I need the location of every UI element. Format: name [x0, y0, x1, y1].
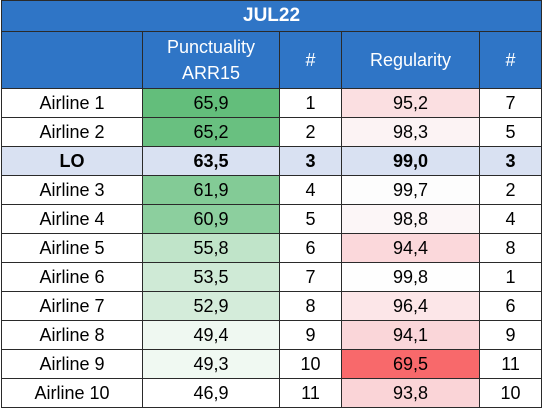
regularity-rank-cell: 11	[478, 349, 542, 379]
regularity-cell: 99,0	[341, 146, 480, 176]
regularity-cell: 98,3	[341, 117, 480, 147]
punctuality-cell: 65,9	[142, 88, 280, 118]
punctuality-rank-cell: 1	[279, 88, 342, 118]
regularity-rank-cell: 2	[478, 175, 542, 205]
punctuality-rank-cell: 6	[279, 233, 342, 263]
punctuality-cell: 46,9	[142, 378, 280, 408]
punctuality-rank-cell: 11	[279, 378, 342, 408]
regularity-rank-cell: 6	[478, 291, 542, 321]
airline-cell: Airline 9	[1, 349, 143, 379]
table-row: Airline 7 52,9 8 96,4 6	[1, 291, 542, 321]
table-row: Airline 5 55,8 6 94,4 8	[1, 233, 542, 263]
table-row: Airline 10 46,9 11 93,8 10	[1, 378, 542, 408]
punctuality-cell: 65,2	[142, 117, 280, 147]
airline-cell: Airline 8	[1, 320, 143, 350]
airline-cell: Airline 5	[1, 233, 143, 263]
airline-cell: Airline 1	[1, 88, 143, 118]
regularity-cell: 96,4	[341, 291, 480, 321]
regularity-cell: 98,8	[341, 204, 480, 234]
regularity-column-header: Regularity	[341, 31, 480, 89]
regularity-cell: 69,5	[341, 349, 480, 379]
punctuality-rank-cell: 7	[279, 262, 342, 292]
punctuality-header-line1: Punctuality	[166, 37, 256, 57]
punctuality-cell: 61,9	[142, 175, 280, 205]
punctuality-cell: 52,9	[142, 291, 280, 321]
table-row: Airline 9 49,3 10 69,5 11	[1, 349, 542, 379]
airline-cell: LO	[1, 146, 143, 176]
punctuality-rank-cell: 8	[279, 291, 342, 321]
regularity-rank-cell: 9	[478, 320, 542, 350]
punctuality-rank-column-header: #	[279, 31, 342, 89]
punctuality-rank-cell: 4	[279, 175, 342, 205]
airline-column-header	[1, 31, 143, 89]
punctuality-cell: 63,5	[142, 146, 280, 176]
airline-cell: Airline 4	[1, 204, 143, 234]
punctuality-rank-cell: 2	[279, 117, 342, 147]
punctuality-cell: 49,4	[142, 320, 280, 350]
regularity-rank-cell: 3	[478, 146, 542, 176]
regularity-cell: 94,4	[341, 233, 480, 263]
punctuality-rank-cell: 3	[279, 146, 342, 176]
punctuality-cell: 49,3	[142, 349, 280, 379]
regularity-rank-cell: 1	[478, 262, 542, 292]
table-row: Airline 2 65,2 2 98,3 5	[1, 117, 542, 147]
table-row: Airline 1 65,9 1 95,2 7	[1, 88, 542, 118]
table-row: Airline 3 61,9 4 99,7 2	[1, 175, 542, 205]
table-row: Airline 4 60,9 5 98,8 4	[1, 204, 542, 234]
regularity-cell: 99,7	[341, 175, 480, 205]
punctuality-rank-cell: 10	[279, 349, 342, 379]
punctuality-rank-cell: 9	[279, 320, 342, 350]
punctuality-column-header: Punctuality ARR15	[142, 31, 280, 89]
regularity-cell: 95,2	[341, 88, 480, 118]
regularity-rank-cell: 7	[478, 88, 542, 118]
airline-cell: Airline 10	[1, 378, 143, 408]
punctuality-cell: 55,8	[142, 233, 280, 263]
table-body: Airline 1 65,9 1 95,2 7 Airline 2 65,2 2 98,3 5 LO…	[1, 88, 542, 408]
regularity-cell: 93,8	[341, 378, 480, 408]
regularity-rank-cell: 5	[478, 117, 542, 147]
regularity-rank-cell: 8	[478, 233, 542, 263]
airline-cell: Airline 2	[1, 117, 143, 147]
regularity-rank-column-header: #	[478, 31, 542, 89]
punctuality-cell: 60,9	[142, 204, 280, 234]
airline-cell: Airline 7	[1, 291, 143, 321]
regularity-rank-cell: 4	[478, 204, 542, 234]
airline-cell: Airline 6	[1, 262, 143, 292]
table-row-highlighted: LO 63,5 3 99,0 3	[1, 146, 542, 176]
punctuality-rank-cell: 5	[279, 204, 342, 234]
table-row: Airline 8 49,4 9 94,1 9	[1, 320, 542, 350]
airline-cell: Airline 3	[1, 175, 143, 205]
punctuality-header-line2: ARR15	[181, 63, 241, 83]
regularity-cell: 94,1	[341, 320, 480, 350]
regularity-cell: 99,8	[341, 262, 480, 292]
regularity-rank-cell: 10	[478, 378, 542, 408]
table-row: Airline 6 53,5 7 99,8 1	[1, 262, 542, 292]
punctuality-cell: 53,5	[142, 262, 280, 292]
table-title: JUL22	[0, 0, 542, 32]
